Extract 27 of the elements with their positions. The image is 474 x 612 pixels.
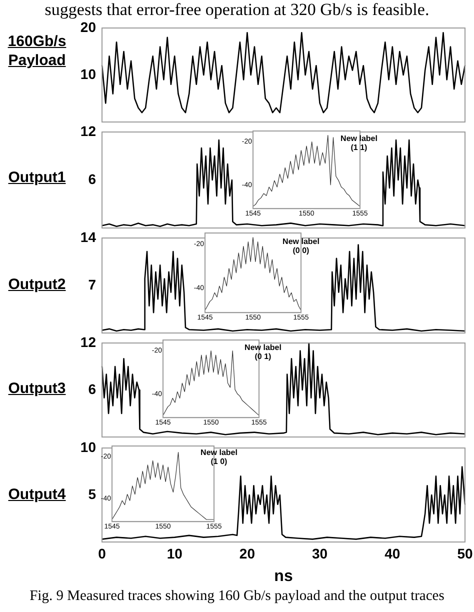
text: suggests that error-free operation at 320 Gb/s is feasible. (44, 0, 430, 20)
y-axis-title: Output4 (7, 485, 67, 504)
x-axis-title: ns (274, 568, 293, 585)
y-tick-label: 10 (80, 66, 96, 82)
x-tick-label: 50 (457, 545, 473, 562)
y-tick-label: 10 (80, 438, 96, 455)
y-tick-label: 5 (88, 486, 96, 502)
annotation: New label (1 1) (340, 134, 378, 152)
y-tick-label: 12 (80, 122, 96, 139)
x-tick-label: 10 (166, 545, 183, 562)
annotation: New label (0 0) (282, 237, 320, 256)
y-axis-title: 160Gb/s Payload (6, 32, 68, 70)
y-tick-label: 20 (80, 18, 96, 35)
y-axis-title: Output3 (7, 379, 67, 398)
y-tick-label: 14 (80, 228, 96, 245)
x-tick-label: 40 (384, 545, 400, 562)
y-tick-label: 6 (88, 170, 96, 187)
annotation: New label (0 1) (244, 343, 282, 362)
y-axis-title: Output2 (7, 275, 67, 294)
x-tick-label: 0 (98, 545, 106, 562)
x-tick-label: 30 (312, 545, 328, 562)
y-tick-label: 6 (88, 380, 96, 397)
y-axis-title: Output1 (7, 168, 67, 187)
caption: Fig. 9 Measured traces showing 160 Gb/s payload and the output traces (28, 588, 446, 605)
y-tick-label: 12 (80, 334, 96, 350)
y-tick-label: 7 (88, 276, 96, 292)
annotation: New label (1 0) (200, 448, 238, 466)
